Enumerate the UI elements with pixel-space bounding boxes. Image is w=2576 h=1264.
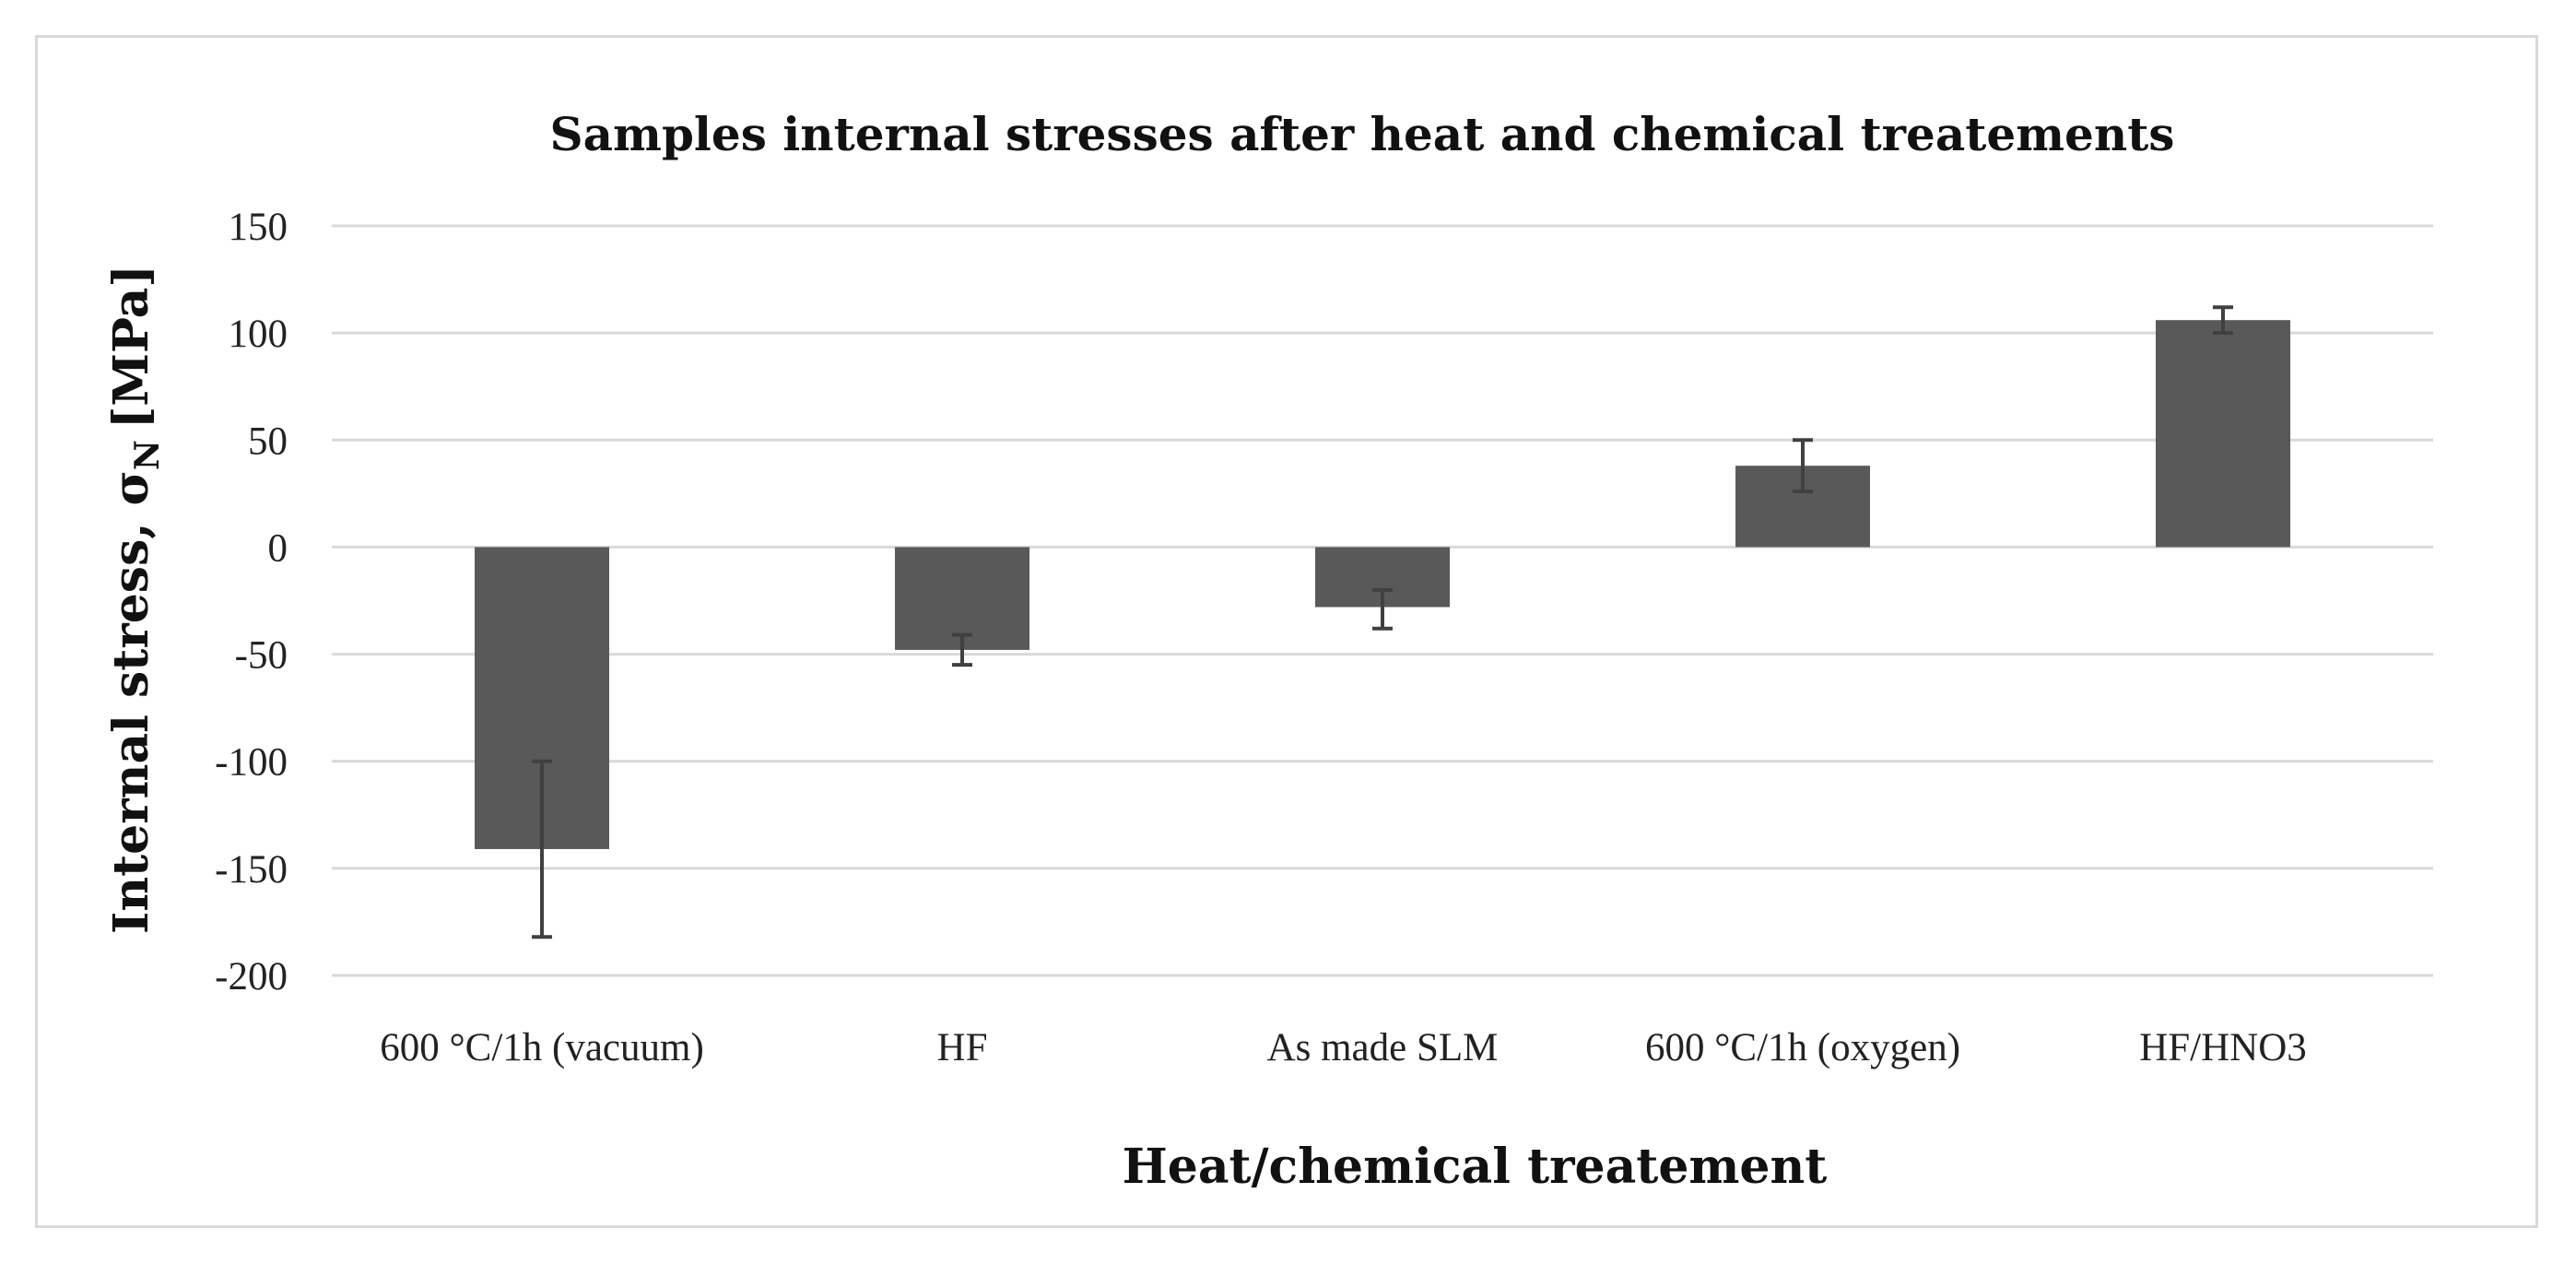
error-bar (532, 759, 552, 939)
error-bar (1372, 587, 1393, 631)
y-axis-title-subscript: N (128, 440, 167, 470)
x-tick-label: 600 °C/1h (oxygen) (1645, 1026, 1960, 1069)
x-tick-label: HF/HNO3 (2139, 1026, 2307, 1069)
y-tick-label: -200 (215, 955, 288, 998)
chart-title: Samples internal stresses after heat and… (550, 107, 2175, 161)
y-tick-labels: 150 100 50 0 -50 -100 -150 -200 (215, 206, 288, 998)
x-axis-title: Heat/chemical treatement (1123, 1139, 1828, 1195)
bar (2156, 320, 2290, 548)
grid-lines (332, 224, 2433, 977)
y-tick-label: 0 (268, 526, 288, 570)
y-tick-label: -100 (215, 741, 288, 785)
y-tick-label: 100 (229, 313, 288, 356)
chart-frame (35, 35, 2538, 1228)
x-tick-label: 600 °C/1h (vacuum) (380, 1026, 704, 1069)
error-bar (952, 632, 972, 667)
x-tick-labels: 600 °C/1h (vacuum) HF As made SLM 600 °C/1h… (380, 1026, 2307, 1069)
x-tick-label: As made SLM (1267, 1026, 1499, 1069)
y-axis-title-main: Internal stress, σ (103, 470, 159, 934)
y-axis-title: Internal stress, σN [MPa] (103, 265, 167, 934)
x-tick-label: HF (937, 1026, 988, 1069)
y-tick-label: -50 (235, 634, 288, 678)
y-tick-label: 150 (229, 206, 288, 249)
bar (895, 547, 1029, 650)
y-tick-label: -150 (215, 848, 288, 892)
error-bar (1793, 438, 1813, 494)
error-bar (2213, 305, 2233, 336)
y-axis-title-unit: [MPa] (103, 265, 159, 429)
error-bars (532, 305, 2233, 939)
bars (475, 320, 2290, 849)
y-tick-label: 50 (248, 419, 288, 463)
